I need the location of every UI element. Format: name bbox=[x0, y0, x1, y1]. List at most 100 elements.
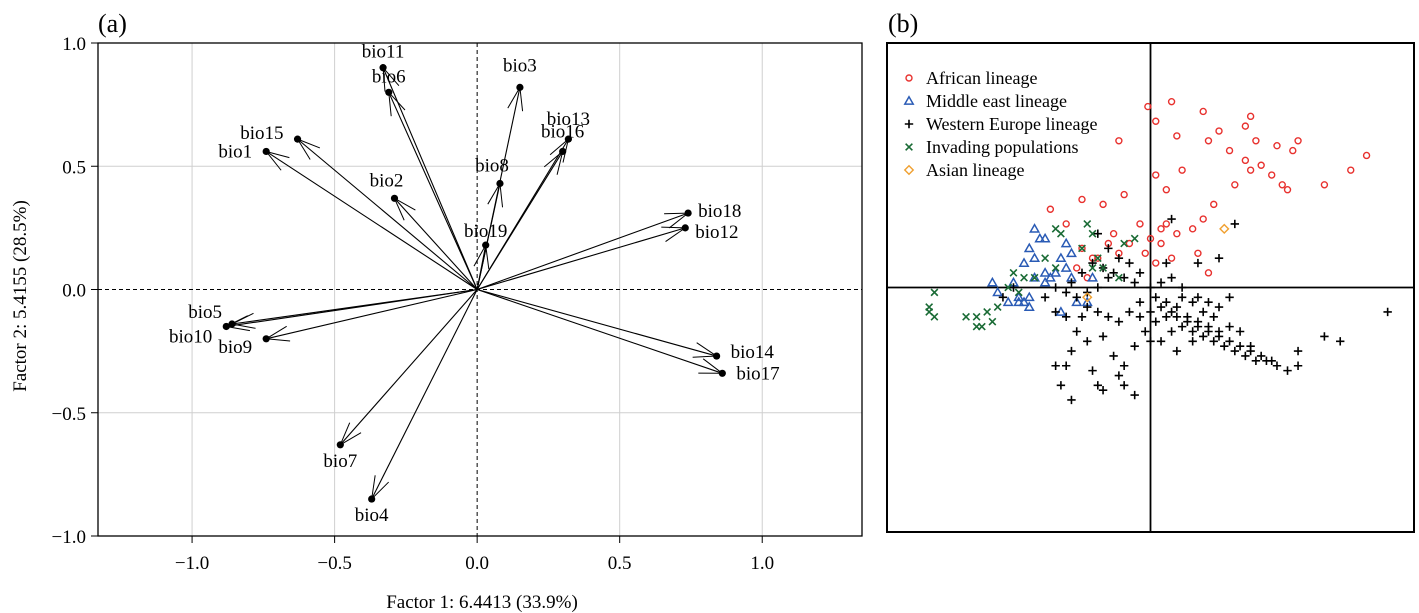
point-western-europe-lineage bbox=[1246, 341, 1255, 351]
panel-a-x-axis-label: Factor 1: 6.4413 (33.9%) bbox=[386, 592, 578, 613]
point-invading-populations bbox=[1030, 273, 1039, 282]
point-invading-populations bbox=[930, 312, 939, 321]
point-middle-east-lineage bbox=[1034, 232, 1046, 243]
vector-line-bio1 bbox=[265, 150, 478, 290]
vector-label-bio17: bio17 bbox=[736, 363, 779, 384]
point-western-europe-lineage bbox=[1172, 302, 1182, 312]
point-western-europe-lineage bbox=[1320, 332, 1329, 341]
point-african-lineage bbox=[1157, 239, 1165, 248]
vector-arrowhead-bio7 bbox=[340, 432, 362, 446]
point-invading-populations bbox=[1099, 264, 1107, 272]
point-western-europe-lineage bbox=[1220, 341, 1229, 351]
point-western-europe-lineage bbox=[1146, 307, 1155, 317]
panel-a-vectors bbox=[222, 64, 726, 503]
point-western-europe-lineage bbox=[1098, 385, 1108, 395]
point-african-lineage bbox=[1241, 122, 1250, 130]
point-african-lineage bbox=[1109, 230, 1118, 238]
point-middle-east-lineage bbox=[1039, 232, 1051, 243]
vector-arrowhead-bio16 bbox=[543, 151, 563, 168]
vector-label-bio19: bio19 bbox=[464, 221, 507, 242]
point-western-europe-lineage bbox=[1083, 337, 1092, 346]
vector-arrowhead-bio2 bbox=[394, 197, 416, 211]
point-middle-east-lineage bbox=[1002, 296, 1014, 307]
point-western-europe-lineage bbox=[1135, 312, 1145, 322]
point-western-europe-lineage bbox=[1104, 244, 1113, 253]
vector-line-bio16 bbox=[476, 151, 564, 290]
vector-tip-bio19 bbox=[482, 241, 490, 249]
vector-line-bio19 bbox=[476, 245, 487, 290]
point-western-europe-lineage bbox=[1067, 278, 1076, 287]
vector-label-bio15: bio15 bbox=[240, 123, 283, 144]
point-western-europe-lineage bbox=[1077, 312, 1087, 322]
point-western-europe-lineage bbox=[1093, 381, 1102, 390]
point-asian-lineage bbox=[1082, 292, 1093, 303]
legend-label-western-europe-lineage: Western Europe lineage bbox=[926, 114, 1097, 134]
vector-tip-bio10 bbox=[222, 322, 230, 331]
vector-tip-bio7 bbox=[336, 441, 344, 449]
point-western-europe-lineage bbox=[1146, 283, 1155, 292]
vector-tip-bio2 bbox=[390, 194, 399, 202]
point-western-europe-lineage bbox=[1225, 337, 1234, 346]
point-invading-populations bbox=[1051, 264, 1060, 272]
point-african-lineage bbox=[1204, 269, 1213, 277]
point-african-lineage bbox=[1252, 137, 1260, 145]
point-african-lineage bbox=[1115, 137, 1123, 145]
point-western-europe-lineage bbox=[1119, 361, 1129, 370]
point-african-lineage bbox=[1246, 166, 1255, 174]
point-western-europe-lineage bbox=[1061, 312, 1071, 322]
point-western-europe-lineage bbox=[1225, 322, 1234, 331]
point-invading-populations bbox=[1004, 283, 1013, 292]
vector-line-bio18 bbox=[476, 212, 689, 291]
point-african-lineage bbox=[1173, 132, 1181, 140]
vector-arrowhead-bio17 bbox=[702, 358, 723, 374]
point-western-europe-lineage bbox=[1188, 337, 1197, 346]
point-western-europe-lineage bbox=[1214, 253, 1224, 263]
point-african-lineage bbox=[1362, 151, 1371, 160]
vector-arrowhead-bio12 bbox=[665, 227, 686, 242]
point-african-lineage bbox=[1152, 259, 1160, 267]
point-invading-populations bbox=[1009, 268, 1018, 277]
point-western-europe-lineage bbox=[1156, 278, 1166, 287]
vector-tip-bio6 bbox=[385, 88, 393, 96]
panel-b-frame bbox=[886, 42, 1415, 533]
point-african-lineage bbox=[1078, 244, 1086, 253]
point-western-europe-lineage bbox=[1230, 346, 1240, 356]
vector-arrowhead-bio15 bbox=[297, 138, 321, 149]
point-western-europe-lineage bbox=[1104, 312, 1113, 322]
point-western-europe-lineage bbox=[1204, 297, 1213, 307]
point-middle-east-lineage bbox=[1055, 252, 1067, 263]
vector-tip-bio11 bbox=[379, 64, 387, 72]
point-western-europe-lineage bbox=[1172, 346, 1182, 356]
point-invading-populations bbox=[1120, 239, 1129, 248]
point-western-europe-lineage bbox=[1336, 337, 1345, 346]
vector-label-bio10: bio10 bbox=[169, 326, 212, 347]
vector-arrowhead-bio16 bbox=[556, 151, 564, 175]
vector-line-bio10 bbox=[226, 288, 478, 328]
vector-line-bio11 bbox=[382, 67, 478, 290]
point-african-lineage bbox=[1157, 225, 1165, 233]
vector-arrowhead-bio7 bbox=[339, 422, 351, 445]
point-western-europe-lineage bbox=[1151, 293, 1160, 302]
point-african-lineage bbox=[1162, 220, 1171, 228]
point-western-europe-lineage bbox=[1167, 307, 1176, 317]
vector-label-bio13: bio13 bbox=[547, 109, 590, 130]
point-western-europe-lineage bbox=[1209, 312, 1218, 322]
y-tick-label: −1.0 bbox=[52, 527, 86, 548]
point-western-europe-lineage bbox=[1104, 273, 1113, 282]
y-tick-label: 0.5 bbox=[62, 157, 86, 178]
vector-tip-bio4 bbox=[368, 495, 376, 503]
vector-line-bio17 bbox=[476, 288, 723, 374]
vector-arrowhead-bio12 bbox=[661, 226, 686, 229]
point-african-lineage bbox=[1078, 195, 1086, 204]
point-western-europe-lineage bbox=[1177, 293, 1187, 302]
vector-tip-bio15 bbox=[293, 135, 302, 143]
point-western-europe-lineage bbox=[1177, 322, 1187, 331]
point-western-europe-lineage bbox=[1156, 302, 1166, 312]
legend-marker-invading-populations bbox=[905, 143, 913, 151]
vector-tip-bio3 bbox=[516, 83, 524, 91]
legend-marker-african-lineage bbox=[905, 74, 913, 82]
vector-line-bio14 bbox=[477, 288, 717, 357]
point-western-europe-lineage bbox=[1235, 341, 1245, 351]
point-western-europe-lineage bbox=[1114, 253, 1124, 263]
point-western-europe-lineage bbox=[1172, 312, 1182, 322]
